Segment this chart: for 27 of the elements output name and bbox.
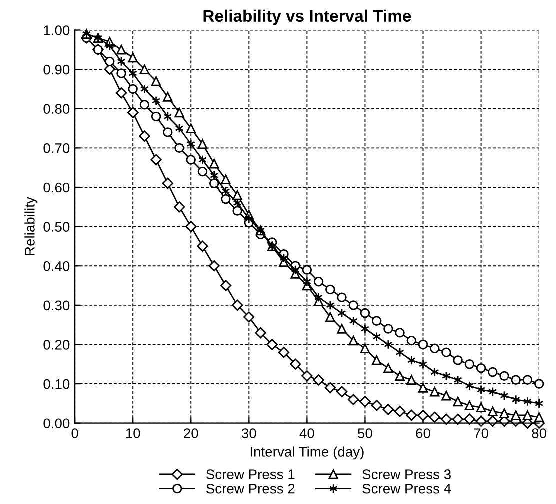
y-tick-label: 0.40 — [44, 261, 70, 272]
legend-label: Screw Press 2 — [206, 484, 295, 494]
y-tick-label: 1.00 — [44, 26, 70, 36]
y-tick-label: 0.10 — [44, 379, 70, 390]
y-tick-label: 0.50 — [44, 222, 70, 232]
y-tick-label: 0.70 — [44, 144, 70, 154]
legend-label: Screw Press 3 — [362, 470, 451, 480]
x-tick-label: 10 — [126, 428, 140, 438]
x-tick-label: 30 — [242, 428, 256, 438]
legend-label: Screw Press 1 — [206, 470, 295, 480]
y-tick-label: 0.20 — [44, 340, 70, 350]
x-tick-label: 70 — [474, 428, 488, 438]
y-tick-label: 0.30 — [44, 300, 70, 311]
y-tick-label: 0.60 — [44, 182, 70, 193]
x-tick-label: 0 — [72, 428, 78, 438]
y-axis-title: Reliability — [24, 197, 38, 256]
x-tick-label: 40 — [300, 428, 314, 438]
y-tick-label: 0.90 — [44, 64, 70, 75]
x-axis-title: Interval Time (day) — [250, 446, 364, 460]
x-tick-label: 50 — [358, 428, 372, 438]
y-tick-label: 0.00 — [44, 418, 70, 429]
x-tick-label: 60 — [416, 428, 430, 438]
x-tick-label: 80 — [532, 428, 546, 438]
chart-title: Reliability vs Interval Time — [204, 10, 412, 26]
y-tick-label: 0.80 — [44, 104, 70, 114]
x-tick-label: 20 — [184, 428, 198, 438]
legend-label: Screw Press 4 — [362, 484, 452, 494]
